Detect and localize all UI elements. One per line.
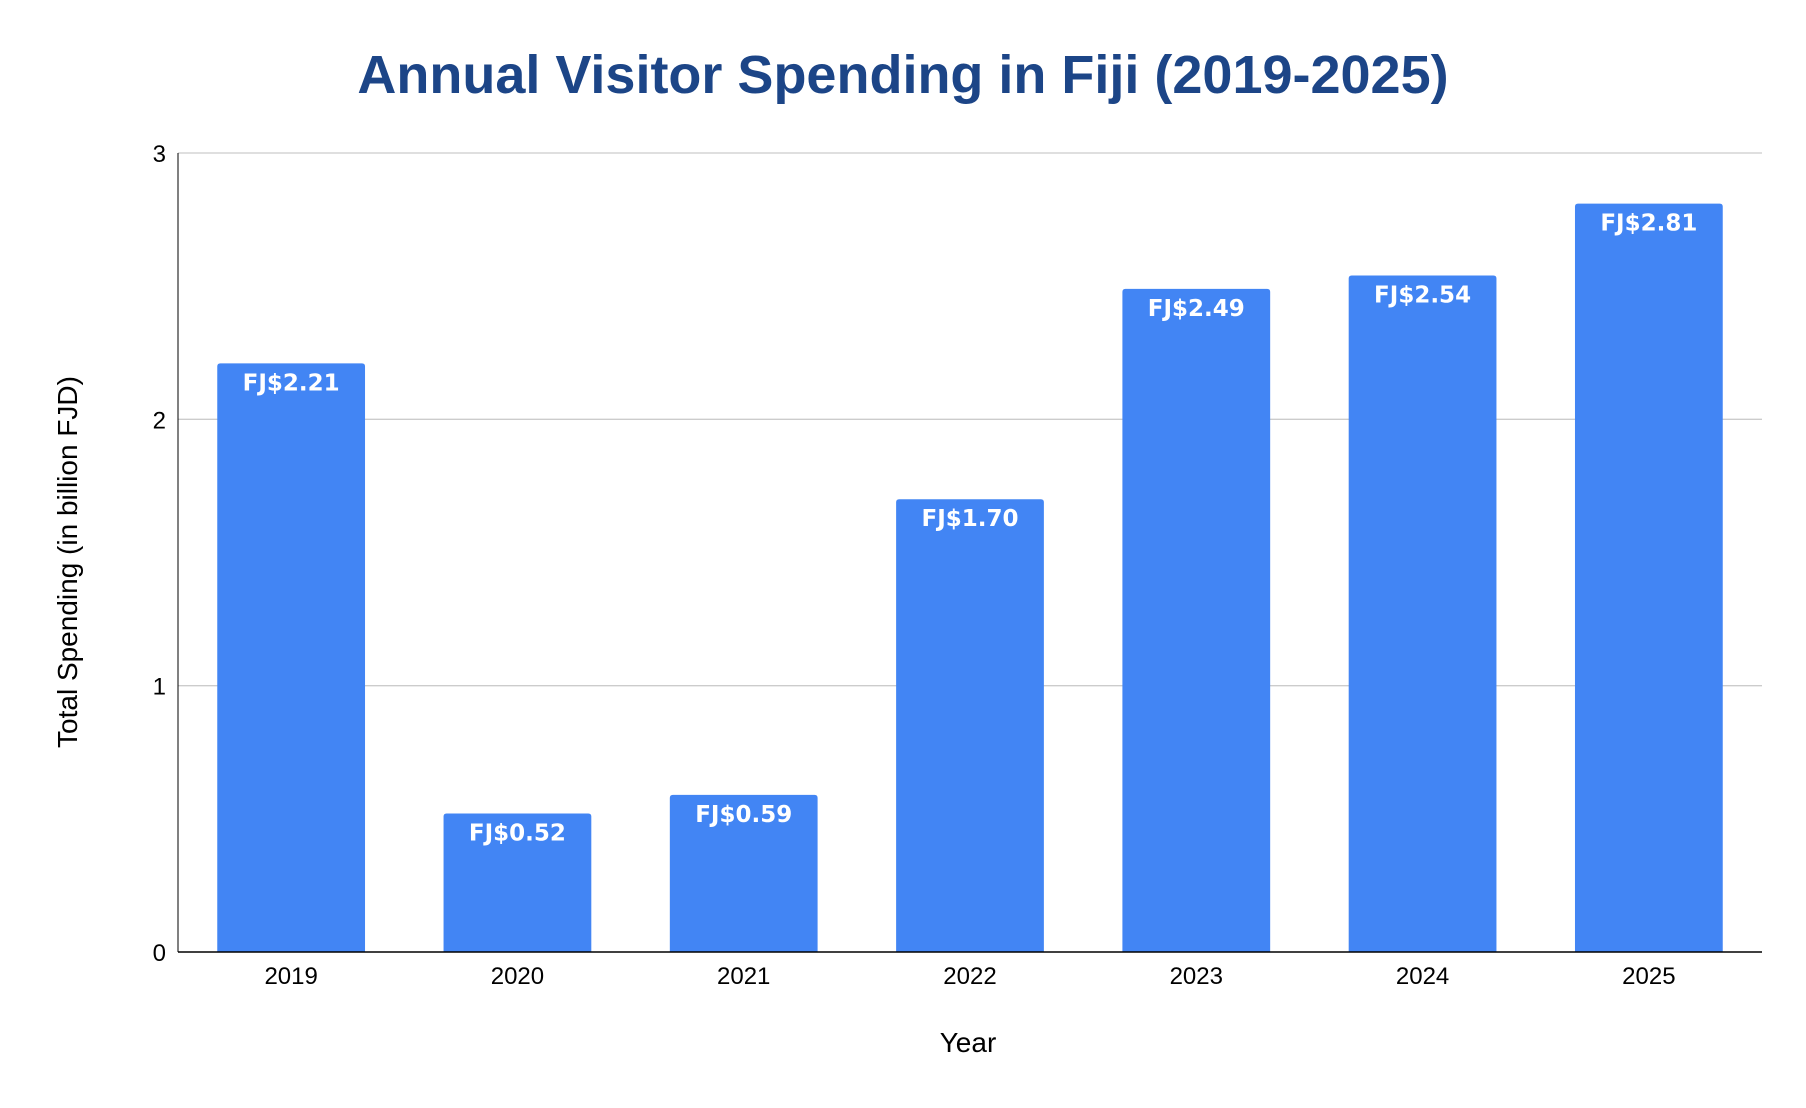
bar-2022 bbox=[896, 499, 1044, 952]
data-labels: FJ$2.21 FJ$0.52 FJ$0.59 FJ$1.70 FJ$2.49 FJ$2.… bbox=[243, 211, 1698, 847]
bars bbox=[217, 203, 1723, 953]
x-tick-label: 2021 bbox=[717, 963, 770, 990]
y-tick-label: 0 bbox=[153, 940, 166, 967]
chart-title: Annual Visitor Spending in Fiji (2019-20… bbox=[357, 45, 1448, 105]
x-tick-label: 2024 bbox=[1396, 963, 1449, 990]
y-tick-label: 2 bbox=[153, 407, 166, 434]
x-tick-label: 2022 bbox=[943, 963, 996, 990]
bar-2024 bbox=[1348, 275, 1497, 953]
x-tick-label: 2025 bbox=[1622, 963, 1675, 990]
data-label: FJ$0.59 bbox=[695, 802, 792, 828]
x-tick-label: 2019 bbox=[264, 963, 317, 990]
bar-2023 bbox=[1122, 288, 1271, 953]
data-label: FJ$2.54 bbox=[1374, 283, 1471, 309]
data-label: FJ$2.49 bbox=[1148, 296, 1245, 322]
bar-2020 bbox=[443, 813, 592, 952]
y-tick-label: 1 bbox=[153, 674, 166, 701]
data-label: FJ$2.81 bbox=[1600, 211, 1697, 237]
data-label: FJ$1.70 bbox=[921, 506, 1018, 532]
data-label: FJ$2.21 bbox=[243, 370, 340, 396]
x-tick-label: 2023 bbox=[1170, 963, 1223, 990]
x-axis-ticks: 2019 2020 2021 2022 2023 2024 2025 bbox=[264, 963, 1675, 990]
bar-2021 bbox=[669, 794, 818, 952]
bar-2019 bbox=[217, 363, 366, 952]
y-tick-label: 3 bbox=[153, 141, 166, 168]
x-tick-label: 2020 bbox=[491, 963, 544, 990]
y-axis-ticks: 0 1 2 3 bbox=[153, 141, 166, 967]
x-axis-title: Year bbox=[940, 1027, 997, 1058]
bar-2025 bbox=[1574, 203, 1723, 952]
y-axis-title: Total Spending (in billion FJD) bbox=[52, 376, 83, 748]
data-label: FJ$0.52 bbox=[469, 821, 566, 847]
